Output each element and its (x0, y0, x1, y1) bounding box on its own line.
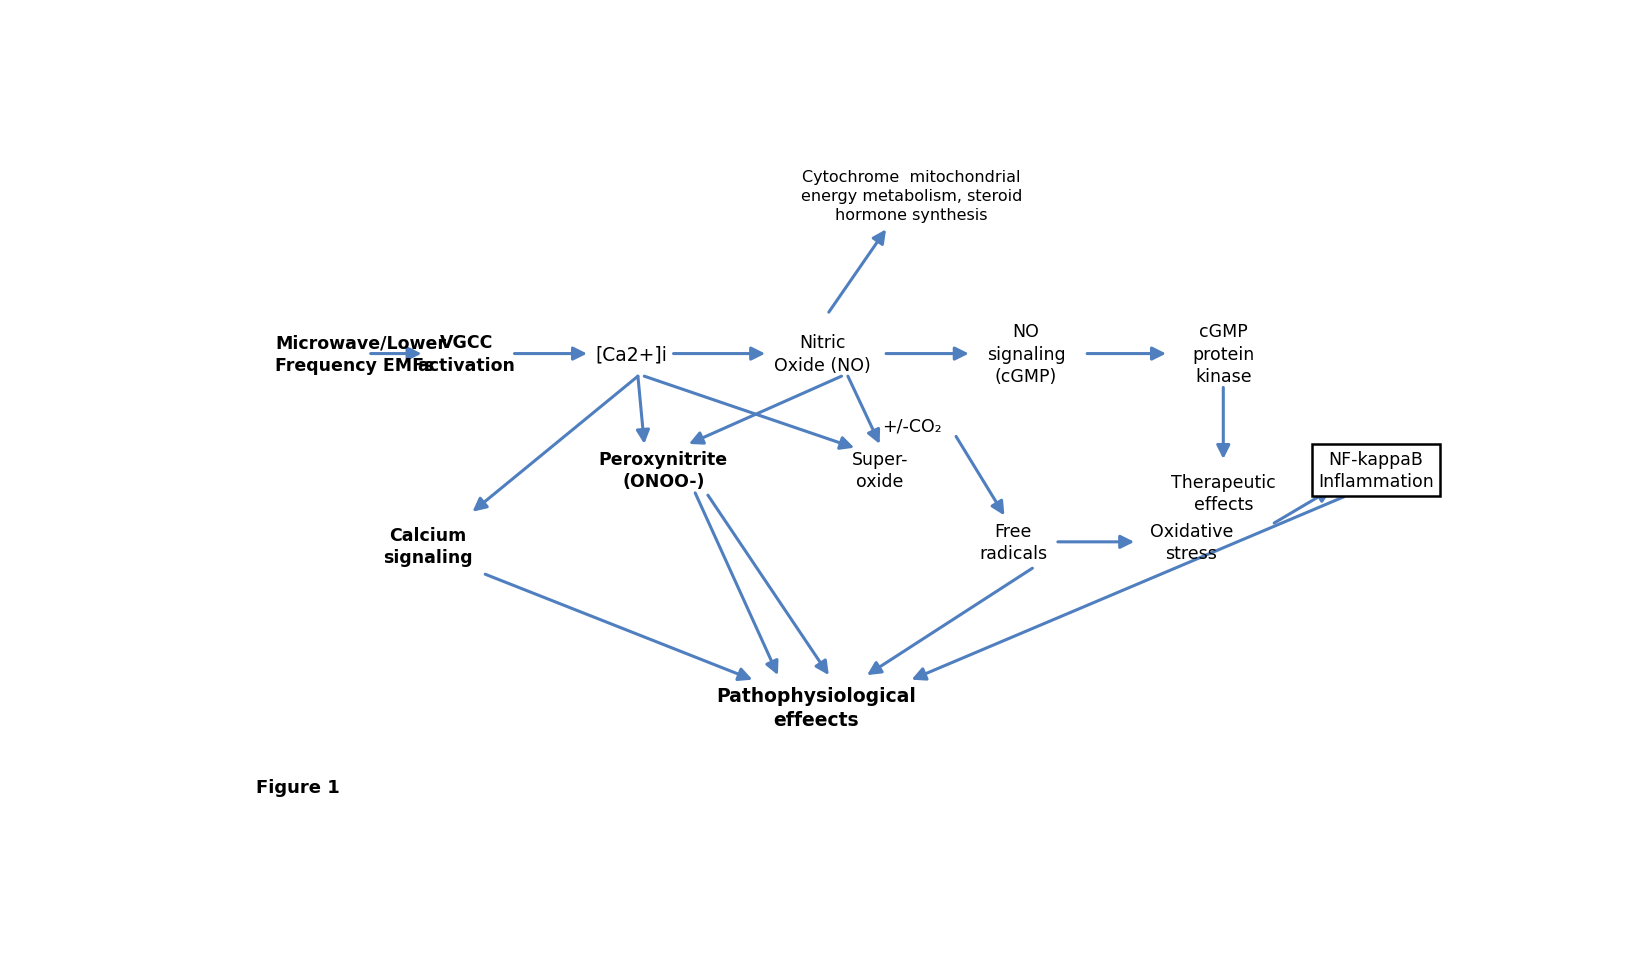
Text: Calcium
signaling: Calcium signaling (383, 526, 473, 566)
Text: Nitric
Oxide (NO): Nitric Oxide (NO) (773, 334, 870, 374)
Text: Pathophysiological
effeects: Pathophysiological effeects (716, 687, 916, 729)
Text: VGCC
activation: VGCC activation (417, 334, 516, 374)
Text: NO
signaling
(cGMP): NO signaling (cGMP) (987, 323, 1066, 385)
Text: NF-kappaB
Inflammation: NF-kappaB Inflammation (1319, 450, 1433, 490)
Text: Figure 1: Figure 1 (256, 778, 340, 796)
Text: Therapeutic
effects: Therapeutic effects (1171, 473, 1276, 514)
Text: Cytochrome  mitochondrial
energy metabolism, steroid
hormone synthesis: Cytochrome mitochondrial energy metaboli… (801, 170, 1023, 223)
Text: Free
radicals: Free radicals (979, 522, 1048, 563)
Text: Super-
oxide: Super- oxide (852, 450, 908, 490)
Text: +/-CO₂: +/-CO₂ (882, 416, 941, 435)
Text: cGMP
protein
kinase: cGMP protein kinase (1192, 323, 1254, 385)
Text: Oxidative
stress: Oxidative stress (1149, 522, 1233, 563)
Text: Microwave/Lower
Frequency EMFs: Microwave/Lower Frequency EMFs (276, 334, 447, 374)
Text: [Ca2+]i: [Ca2+]i (596, 345, 668, 363)
Text: Peroxynitrite
(ONOO-): Peroxynitrite (ONOO-) (599, 450, 727, 490)
